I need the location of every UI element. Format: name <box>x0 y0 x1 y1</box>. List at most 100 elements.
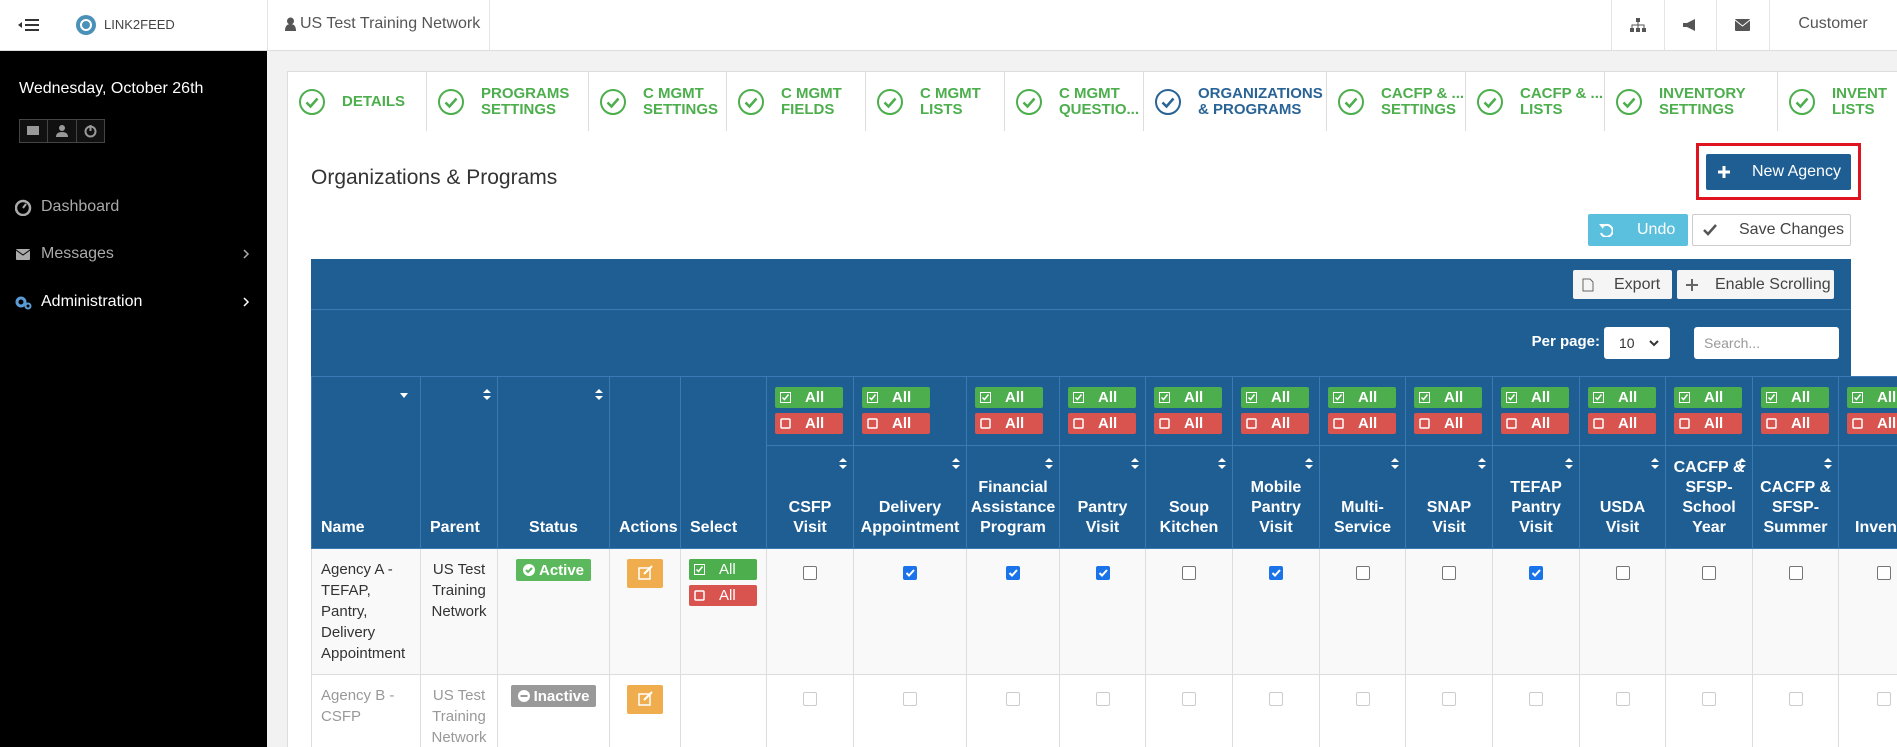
sort-icon <box>1478 458 1486 469</box>
checkbox[interactable] <box>1702 566 1716 580</box>
tab[interactable]: C MGMT QUESTIO... <box>1005 72 1144 131</box>
all-button[interactable]: All <box>862 387 930 408</box>
column-header[interactable]: Actions <box>609 376 681 549</box>
tab[interactable]: C MGMT LISTS <box>866 72 1005 131</box>
checkbox[interactable] <box>903 566 917 580</box>
none-button[interactable]: All <box>1674 413 1742 434</box>
none-button[interactable]: All <box>975 413 1043 434</box>
select-all-cell: All All <box>1145 376 1233 446</box>
menu-toggle[interactable] <box>18 18 40 32</box>
all-button[interactable]: All <box>975 387 1043 408</box>
select-all-cell: All All <box>1665 376 1753 446</box>
edit-button[interactable] <box>627 559 663 588</box>
all-button[interactable]: All <box>1588 387 1656 408</box>
check-icon <box>1506 392 1517 403</box>
none-button[interactable]: All <box>1414 413 1482 434</box>
all-button[interactable]: All <box>1847 387 1897 408</box>
column-header[interactable]: Select <box>680 376 767 549</box>
tab[interactable]: DETAILS <box>288 72 427 131</box>
checkbox[interactable] <box>1182 566 1196 580</box>
none-button[interactable]: All <box>862 413 930 434</box>
header-row: Name Parent Status Actions Select All All All Al… <box>311 376 1897 549</box>
program-header[interactable]: Financial Assistance Program <box>966 445 1060 549</box>
tab-label: PROGRAMS SETTINGS <box>481 85 569 118</box>
tab[interactable]: INVENTORY SETTINGS <box>1605 72 1778 131</box>
nav-item[interactable]: Administration <box>15 291 250 313</box>
enable-scrolling-button[interactable]: Enable Scrolling <box>1677 270 1834 299</box>
user-menu[interactable]: Customer <box>1798 15 1868 32</box>
checkbox[interactable] <box>1269 566 1283 580</box>
program-label-line: CACFP & <box>1760 479 1831 496</box>
program-header[interactable]: Pantry Visit <box>1059 445 1146 549</box>
sitemap-icon[interactable] <box>1630 18 1646 32</box>
check-cell <box>1145 548 1233 675</box>
checkbox[interactable] <box>1615 566 1630 580</box>
all-button[interactable]: All <box>1328 387 1396 408</box>
none-button[interactable]: All <box>689 585 757 606</box>
all-button[interactable]: All <box>1761 387 1829 408</box>
program-header[interactable]: TEFAP Pantry Visit <box>1492 445 1580 549</box>
all-button[interactable]: All <box>1068 387 1136 408</box>
all-button[interactable]: All <box>1241 387 1309 408</box>
checkbox[interactable] <box>1355 566 1370 580</box>
all-button[interactable]: All <box>1674 387 1742 408</box>
checkbox[interactable] <box>1442 566 1456 580</box>
tab[interactable]: PROGRAMS SETTINGS <box>427 72 589 131</box>
nav-item[interactable]: Messages <box>15 243 250 265</box>
column-header[interactable]: Status <box>497 376 610 549</box>
all-button[interactable]: All <box>1154 387 1222 408</box>
tab[interactable]: C MGMT SETTINGS <box>589 72 727 131</box>
all-button[interactable]: All <box>775 387 843 408</box>
export-button[interactable]: Export <box>1573 270 1672 299</box>
all-button[interactable]: All <box>1501 387 1569 408</box>
program-header[interactable]: CACFP & SFSP- School Year <box>1665 445 1753 549</box>
new-agency-button[interactable]: New Agency <box>1706 154 1851 190</box>
none-button[interactable]: All <box>1154 413 1222 434</box>
program-header[interactable]: SNAP Visit <box>1405 445 1493 549</box>
program-header[interactable]: USDA Visit <box>1579 445 1666 549</box>
undo-button[interactable]: Undo <box>1588 214 1688 246</box>
none-button[interactable]: All <box>775 413 843 434</box>
program-header[interactable]: Delivery Appointment <box>853 445 967 549</box>
announce-icon[interactable] <box>1682 18 1698 32</box>
edit-button[interactable] <box>627 685 663 714</box>
none-button[interactable]: All <box>1847 413 1897 434</box>
checkbox[interactable] <box>1876 566 1891 580</box>
checkbox[interactable] <box>1788 566 1803 580</box>
program-header[interactable]: Mobile Pantry Visit <box>1232 445 1320 549</box>
none-button[interactable]: All <box>1328 413 1396 434</box>
per-page-select[interactable]: 10 <box>1604 327 1670 359</box>
quick-actions[interactable] <box>19 119 105 143</box>
checkbox[interactable] <box>1529 566 1543 580</box>
top-bar: LINK2FEED US Test Training Network Custo… <box>0 0 1897 51</box>
nav-item[interactable]: Dashboard <box>15 196 250 218</box>
program-header[interactable]: CACFP & SFSP- Summer <box>1752 445 1839 549</box>
column-header[interactable]: Parent <box>420 376 498 549</box>
program-header[interactable]: Multi- Service <box>1319 445 1406 549</box>
none-button[interactable]: All <box>1501 413 1569 434</box>
checkbox[interactable] <box>1095 566 1110 580</box>
button-label: Save Changes <box>1739 221 1844 238</box>
organization[interactable]: US Test Training Network <box>300 15 481 32</box>
tab[interactable]: INVENT LISTS <box>1778 72 1897 131</box>
save-changes-button[interactable]: Save Changes <box>1692 214 1851 246</box>
all-button[interactable]: All <box>1414 387 1482 408</box>
none-button[interactable]: All <box>1068 413 1136 434</box>
program-header[interactable]: Invento <box>1838 445 1897 549</box>
none-button[interactable]: All <box>1761 413 1829 434</box>
tab[interactable]: CACFP & ... LISTS <box>1466 72 1605 131</box>
all-button[interactable]: All <box>689 559 757 580</box>
none-button[interactable]: All <box>1241 413 1309 434</box>
tab[interactable]: ORGANIZATIONS & PROGRAMS <box>1144 72 1327 131</box>
column-header[interactable]: Name <box>311 376 421 549</box>
program-header[interactable]: Soup Kitchen <box>1145 445 1233 549</box>
tab[interactable]: CACFP & ... SETTINGS <box>1327 72 1466 131</box>
tab[interactable]: C MGMT FIELDS <box>727 72 866 131</box>
program-header[interactable]: CSFP Visit <box>766 445 854 549</box>
checkbox[interactable] <box>1006 566 1020 580</box>
mail-icon[interactable] <box>1735 19 1750 31</box>
checkbox[interactable] <box>803 566 817 580</box>
chevron <box>242 249 250 259</box>
search-input[interactable]: Search... <box>1694 327 1839 359</box>
none-button[interactable]: All <box>1588 413 1656 434</box>
